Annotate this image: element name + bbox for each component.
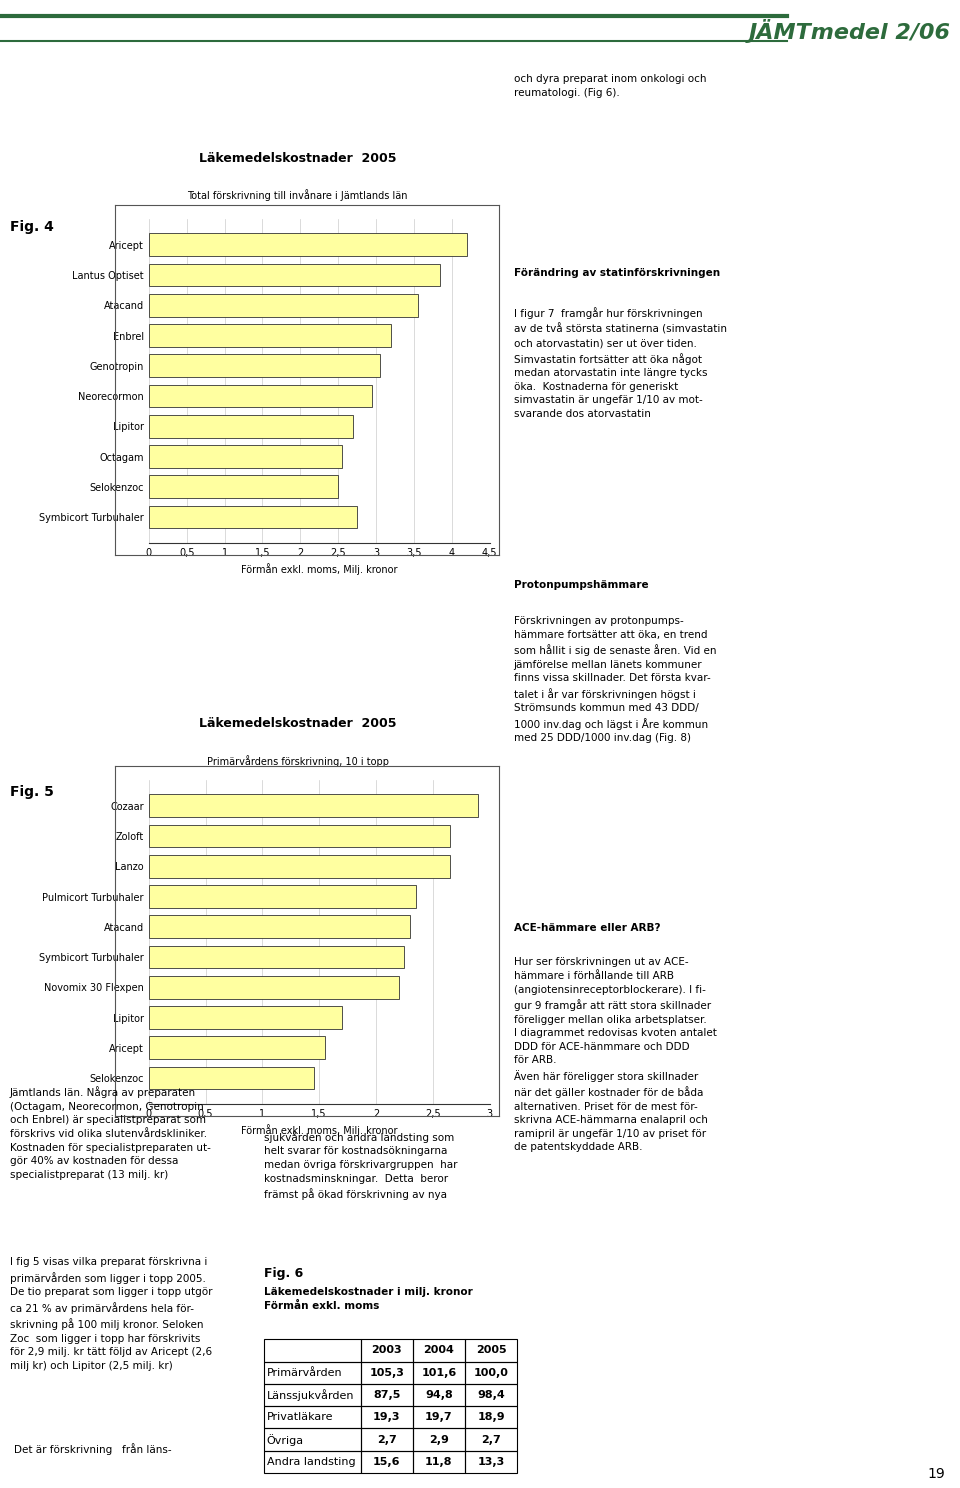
- Text: 2003: 2003: [372, 1345, 402, 1356]
- Bar: [465, 1406, 517, 1428]
- Bar: [149, 976, 398, 998]
- Text: Läkemedelskostnader  2005: Läkemedelskostnader 2005: [199, 152, 396, 165]
- Bar: [149, 795, 478, 817]
- Text: ACE-hämmare eller ARB?: ACE-hämmare eller ARB?: [514, 923, 660, 933]
- Text: Andra landsting: Andra landsting: [267, 1457, 355, 1467]
- Text: 2,9: 2,9: [429, 1434, 449, 1445]
- Bar: [149, 476, 338, 498]
- Bar: [413, 1451, 465, 1473]
- Bar: [413, 1428, 465, 1451]
- Text: 105,3: 105,3: [370, 1367, 404, 1378]
- Text: Övriga: Övriga: [267, 1433, 303, 1446]
- Bar: [465, 1451, 517, 1473]
- Bar: [264, 1384, 361, 1406]
- Text: 2,7: 2,7: [377, 1434, 396, 1445]
- Text: Läkemedelskostnader i milj. kronor
Förmån exkl. moms: Läkemedelskostnader i milj. kronor Förmå…: [264, 1287, 472, 1311]
- Text: I figur 7  framgår hur förskrivningen
av de två största statinerna (simvastatin
: I figur 7 framgår hur förskrivningen av …: [514, 307, 727, 420]
- Bar: [465, 1384, 517, 1406]
- Text: Förändring av statinförskrivningen: Förändring av statinförskrivningen: [514, 268, 720, 278]
- Text: Primärvården: Primärvården: [267, 1367, 342, 1378]
- Text: Länssjukvården: Länssjukvården: [267, 1388, 354, 1402]
- Text: 2005: 2005: [476, 1345, 506, 1356]
- Text: Det är förskrivning   från läns-: Det är förskrivning från läns-: [14, 1443, 172, 1455]
- Bar: [413, 1362, 465, 1384]
- Bar: [413, 1406, 465, 1428]
- Text: JÄMTmedel 2/06: JÄMTmedel 2/06: [749, 19, 950, 43]
- X-axis label: Förmån exkl. moms, Milj. kronor: Förmån exkl. moms, Milj. kronor: [241, 1125, 397, 1137]
- Text: 11,8: 11,8: [425, 1457, 453, 1467]
- Text: 87,5: 87,5: [373, 1390, 400, 1400]
- Bar: [149, 1037, 324, 1059]
- X-axis label: Förmån exkl. moms, Milj. kronor: Förmån exkl. moms, Milj. kronor: [241, 564, 397, 576]
- Text: 19,7: 19,7: [425, 1412, 453, 1423]
- Bar: [149, 946, 404, 969]
- Text: Fig. 6: Fig. 6: [264, 1268, 303, 1280]
- Bar: [149, 1006, 342, 1028]
- Text: Privatläkare: Privatläkare: [267, 1412, 333, 1423]
- Bar: [465, 1362, 517, 1384]
- Text: Primärvårdens förskrivning, 10 i topp: Primärvårdens förskrivning, 10 i topp: [206, 754, 389, 766]
- Text: 2,7: 2,7: [481, 1434, 501, 1445]
- Text: Fig. 4: Fig. 4: [10, 220, 54, 234]
- Text: Hur ser förskrivningen ut av ACE-
hämmare i förhållande till ARB
(angiotensinrec: Hur ser förskrivningen ut av ACE- hämmar…: [514, 957, 716, 1153]
- Bar: [413, 1384, 465, 1406]
- Bar: [149, 856, 450, 878]
- Bar: [361, 1406, 413, 1428]
- Bar: [149, 354, 380, 376]
- Bar: [149, 885, 416, 908]
- Text: 18,9: 18,9: [477, 1412, 505, 1423]
- Bar: [149, 234, 467, 256]
- Bar: [264, 1428, 361, 1451]
- Bar: [149, 385, 372, 408]
- Bar: [413, 1339, 465, 1362]
- Bar: [264, 1339, 361, 1362]
- Bar: [361, 1384, 413, 1406]
- Text: 19: 19: [928, 1467, 946, 1481]
- Text: 13,3: 13,3: [477, 1457, 505, 1467]
- Bar: [361, 1428, 413, 1451]
- Bar: [361, 1451, 413, 1473]
- Bar: [264, 1451, 361, 1473]
- Text: Protonpumpshämmare: Protonpumpshämmare: [514, 580, 648, 591]
- Text: I fig 5 visas vilka preparat förskrivna i
primärvården som ligger i topp 2005.
D: I fig 5 visas vilka preparat förskrivna …: [10, 1257, 212, 1370]
- Bar: [149, 445, 342, 467]
- Bar: [149, 415, 353, 437]
- Text: Läkemedelskostnader  2005: Läkemedelskostnader 2005: [199, 717, 396, 731]
- Text: Jämtlands län. Några av preparaten
(Octagam, Neorecormon, Genotropin
och Enbrel): Jämtlands län. Några av preparaten (Octa…: [10, 1086, 210, 1180]
- Bar: [361, 1339, 413, 1362]
- Bar: [361, 1362, 413, 1384]
- Bar: [149, 263, 441, 286]
- Text: Total förskrivning till invånare i Jämtlands län: Total förskrivning till invånare i Jämtl…: [187, 189, 408, 201]
- Bar: [149, 1067, 314, 1089]
- Bar: [149, 506, 357, 528]
- Bar: [465, 1339, 517, 1362]
- Bar: [149, 324, 391, 347]
- Text: Förskrivningen av protonpumps-
hämmare fortsätter att öka, en trend
som hållit i: Förskrivningen av protonpumps- hämmare f…: [514, 616, 716, 743]
- Text: 19,3: 19,3: [373, 1412, 400, 1423]
- Text: 98,4: 98,4: [477, 1390, 505, 1400]
- Text: Fig. 5: Fig. 5: [10, 786, 54, 799]
- Text: och dyra preparat inom onkologi och
reumatologi. (Fig 6).: och dyra preparat inom onkologi och reum…: [514, 74, 707, 98]
- Bar: [264, 1362, 361, 1384]
- Text: 100,0: 100,0: [473, 1367, 509, 1378]
- Bar: [465, 1428, 517, 1451]
- Text: 101,6: 101,6: [421, 1367, 457, 1378]
- Bar: [264, 1406, 361, 1428]
- Bar: [149, 824, 450, 847]
- Text: 2004: 2004: [423, 1345, 454, 1356]
- Text: 15,6: 15,6: [373, 1457, 400, 1467]
- Text: sjukvården och andra landsting som
helt svarar för kostnadsökningarna
medan övri: sjukvården och andra landsting som helt …: [264, 1131, 458, 1199]
- Text: 94,8: 94,8: [425, 1390, 453, 1400]
- Bar: [149, 915, 410, 937]
- Bar: [149, 295, 418, 317]
